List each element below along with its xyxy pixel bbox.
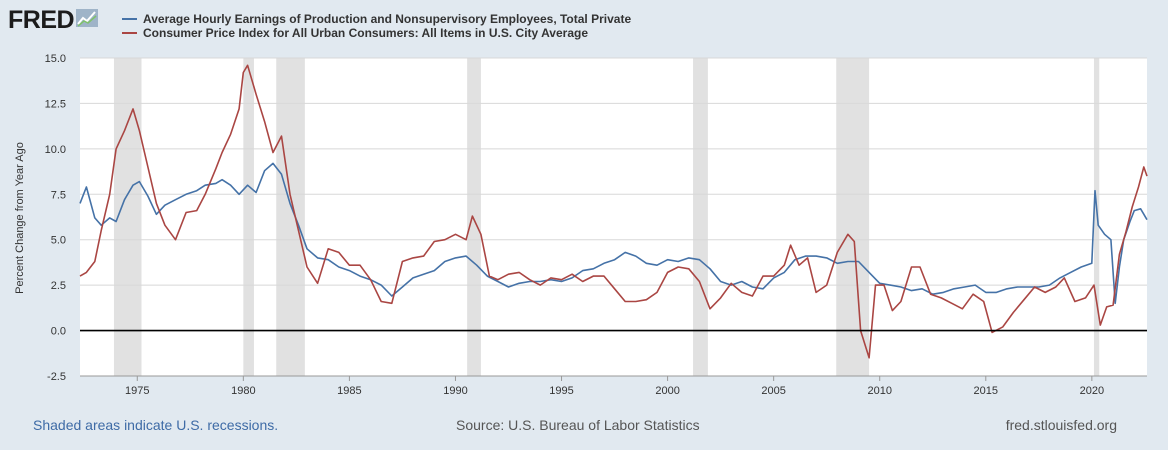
earnings-series-line (79, 162, 1148, 305)
x-tick-label: 1980 (231, 385, 255, 397)
line-chart[interactable]: -2.5 0.0 2.5 5.0 7.5 10.0 12.5 15.0 1975 1980 1985… (0, 0, 1168, 400)
legend-label-cpi: Consumer Price Index for All Urban Consu… (143, 26, 588, 40)
recessions-note-link[interactable]: Shaded areas indicate U.S. recessions. (33, 417, 279, 433)
x-tick-label: 2005 (761, 385, 785, 397)
plot-area (80, 58, 1147, 376)
recession-band (836, 58, 870, 376)
x-tick-label: 2000 (655, 385, 679, 397)
y-tick-label: 5.0 (51, 235, 66, 247)
y-tick-label: 15.0 (45, 53, 66, 65)
x-tick-label: 1985 (337, 385, 361, 397)
x-tick-label: 1995 (549, 385, 573, 397)
recession-band (243, 58, 254, 376)
recession-band (1093, 58, 1100, 376)
cpi-series-line (79, 64, 1148, 359)
x-tick-label: 2020 (1080, 385, 1104, 397)
y-axis-label: Percent Change from Year Ago (14, 142, 26, 294)
recession-band (276, 58, 305, 376)
y-tick-label: -2.5 (47, 371, 66, 383)
plot-layer: -2.5 0.0 2.5 5.0 7.5 10.0 12.5 15.0 1975 1980 1985… (45, 53, 1148, 397)
x-tick-label: 1975 (125, 385, 149, 397)
x-tick-label: 2015 (974, 385, 998, 397)
source-note: Source: U.S. Bureau of Labor Statistics (456, 417, 700, 433)
x-tick-label: 1990 (443, 385, 467, 397)
recession-band (693, 58, 708, 376)
fred-logo[interactable]: FRED (8, 6, 99, 35)
site-link[interactable]: fred.stlouisfed.org (1005, 417, 1117, 433)
logo-text: FRED (8, 6, 75, 34)
x-tick-label: 2010 (867, 385, 891, 397)
legend-swatch-earnings (122, 18, 137, 20)
y-tick-label: 7.5 (51, 189, 66, 201)
y-tick-label: 2.5 (51, 280, 66, 292)
y-tick-label: 0.0 (51, 326, 66, 338)
legend-item-earnings[interactable]: Average Hourly Earnings of Production an… (122, 12, 631, 26)
y-tick-label: 10.0 (45, 144, 66, 156)
legend-item-cpi[interactable]: Consumer Price Index for All Urban Consu… (122, 26, 631, 40)
chart-legend: Average Hourly Earnings of Production an… (122, 12, 631, 40)
recession-band (467, 58, 481, 376)
legend-label-earnings: Average Hourly Earnings of Production an… (143, 12, 632, 26)
y-tick-label: 12.5 (45, 98, 66, 110)
trend-line-icon (76, 9, 99, 32)
legend-swatch-cpi (122, 32, 137, 34)
